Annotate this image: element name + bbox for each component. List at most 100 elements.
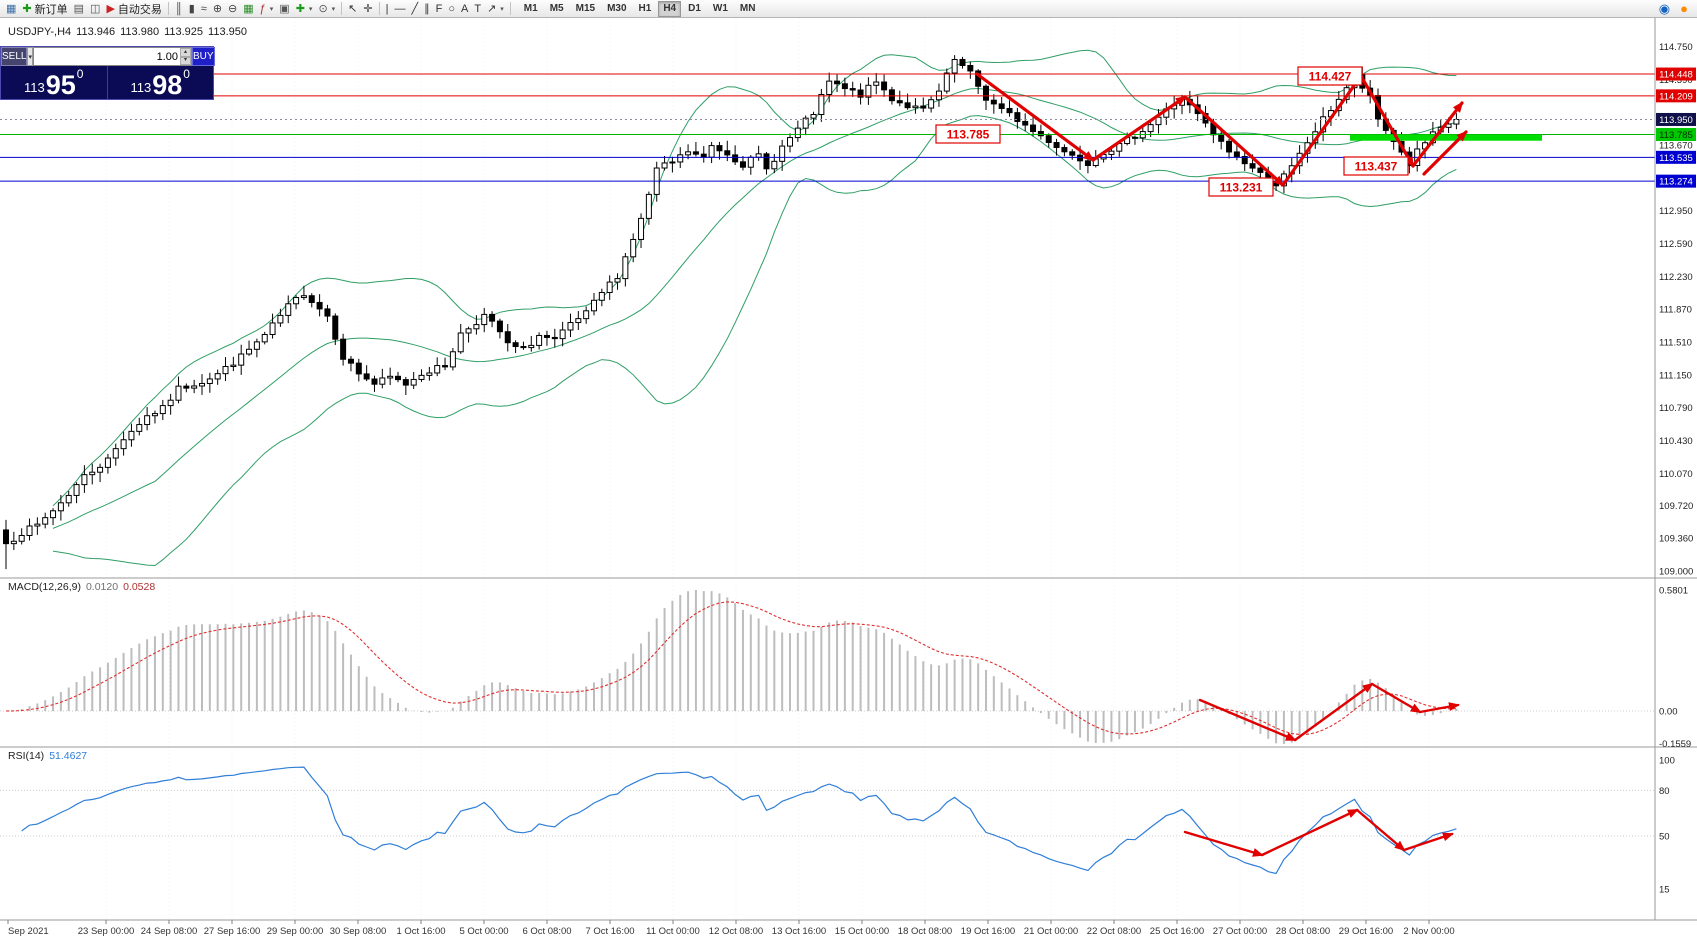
svg-text:15 Oct 00:00: 15 Oct 00:00 (835, 926, 889, 937)
rsi-panel[interactable] (0, 766, 1655, 875)
sell-button[interactable]: SELL (1, 47, 28, 66)
svg-text:114.750: 114.750 (1659, 42, 1693, 53)
svg-text:13 Oct 16:00: 13 Oct 16:00 (772, 926, 826, 937)
svg-text:29 Oct 16:00: 29 Oct 16:00 (1339, 926, 1393, 937)
svg-text:7 Oct 16:00: 7 Oct 16:00 (585, 926, 634, 937)
fibonacci-icon[interactable]: F (435, 2, 443, 15)
shapes-icon[interactable]: ○ (448, 2, 455, 15)
price-axis[interactable]: 0.58010.00-0.1559100805015114.750114.390… (1656, 42, 1696, 896)
svg-text:5 Oct 00:00: 5 Oct 00:00 (459, 926, 508, 937)
ask-int: 113 (130, 80, 152, 95)
svg-text:110.070: 110.070 (1659, 469, 1693, 480)
macd-panel[interactable] (0, 590, 1655, 744)
grid (105, 18, 1430, 920)
autotrading-button[interactable]: ▶ 自动交易 (106, 2, 162, 16)
volume-decrease-button[interactable]: ▾ (179, 56, 191, 65)
time-axis[interactable]: Sep 2021 23 Sep 00:00 24 Sep 08:00 27 Sep 1… (7, 920, 1455, 937)
chart-layouts-icon[interactable]: ▤ (73, 2, 85, 15)
svg-text:111.510: 111.510 (1659, 338, 1692, 349)
timeframe-toolbar: M1 M5 M15 M30 H1 H4 D1 W1 MN (518, 0, 762, 17)
timeframe-m5[interactable]: M5 (549, 2, 564, 14)
period-menu-icon[interactable]: ⊙ ▾ (318, 2, 336, 15)
volume-dropdown[interactable]: ▾ (27, 47, 33, 66)
svg-text:11 Oct 00:00: 11 Oct 00:00 (646, 926, 700, 937)
objects-list-icon[interactable]: ▣ (279, 2, 290, 15)
tile-windows-icon[interactable]: ▦ (243, 2, 254, 15)
horizontal-level-lines[interactable] (0, 73, 1655, 182)
rsi-value: 51.4627 (49, 750, 88, 762)
zoom-out-icon[interactable]: ⊖ (228, 2, 238, 15)
candlestick-series (3, 55, 1460, 570)
svg-text:109.000: 109.000 (1659, 567, 1693, 578)
svg-text:114.209: 114.209 (1659, 91, 1693, 102)
timeframe-w1[interactable]: W1 (712, 2, 728, 14)
terminal-icon[interactable]: ▦ (6, 2, 17, 15)
line-chart-icon[interactable]: ≈ (200, 2, 207, 15)
price-annotations[interactable]: 113.785 114.427 113.231 113.437 (935, 66, 1409, 197)
panel-dividers[interactable] (0, 18, 1697, 921)
text-icon[interactable]: A (460, 2, 469, 15)
indicators-icon[interactable]: ƒ ▾ (259, 2, 274, 15)
notifications-icon[interactable]: ● (1680, 0, 1688, 16)
toolbar-separator (167, 2, 169, 15)
profiles-icon[interactable]: ◫ (90, 2, 101, 15)
channel-icon[interactable]: ∥ (424, 2, 430, 15)
toolbar-separator (509, 2, 511, 15)
svg-text:113.670: 113.670 (1659, 141, 1693, 152)
ask-pips: 98 (152, 70, 183, 101)
timeframe-h1[interactable]: H1 (638, 2, 652, 14)
community-icon[interactable]: ◉ (1658, 0, 1671, 16)
bollinger-bands (52, 49, 1457, 567)
svg-text:111.150: 111.150 (1659, 370, 1692, 381)
arrows-tool-icon[interactable]: ↗ ▾ (487, 2, 504, 15)
trend-arrows[interactable] (975, 72, 1468, 857)
ask-price[interactable]: 113 98 0 (108, 66, 214, 99)
horizontal-line-icon[interactable]: — (394, 2, 406, 15)
trendline-icon[interactable]: ╱ (411, 2, 419, 15)
volume-input[interactable] (33, 48, 180, 65)
svg-text:113.785: 113.785 (1659, 130, 1693, 141)
toolbar: ▦ ✚ 新订单 ▤ ◫ ▶ 自动交易 ║ ▮ ≈ ⊕ ⊖ ▦ ƒ ▾ ▣ ✚ ▾ ⊙ ▾ ↖ ✛ | — ╱ ∥ F ○ A T ↗ ▾ M1 M… (0, 0, 1697, 18)
svg-text:30 Sep 08:00: 30 Sep 08:00 (330, 926, 387, 937)
svg-text:2 Nov 00:00: 2 Nov 00:00 (1403, 926, 1454, 937)
svg-text:110.790: 110.790 (1659, 403, 1693, 414)
bid-price[interactable]: 113 95 0 (1, 66, 107, 99)
timeframe-m30[interactable]: M30 (607, 2, 627, 14)
add-indicator-icon[interactable]: ✚ ▾ (295, 2, 313, 15)
timeframe-m15[interactable]: M15 (575, 2, 596, 14)
svg-text:18 Oct 08:00: 18 Oct 08:00 (898, 926, 952, 937)
candlestick-chart-icon[interactable]: ▮ (188, 2, 195, 15)
svg-text:21 Oct 00:00: 21 Oct 00:00 (1024, 926, 1078, 937)
zoom-in-icon[interactable]: ⊕ (212, 2, 223, 15)
vertical-line-icon[interactable]: | (385, 2, 389, 15)
bar-chart-icon[interactable]: ║ (174, 2, 183, 15)
close-value: 113.950 (208, 26, 247, 38)
svg-text:114.427: 114.427 (1309, 70, 1352, 84)
cursor-icon[interactable]: ↖ (348, 2, 358, 15)
rsi-label: RSI(14) (8, 750, 45, 762)
svg-text:111.870: 111.870 (1659, 305, 1692, 316)
svg-text:112.590: 112.590 (1659, 239, 1693, 250)
crosshair-icon[interactable]: ✛ (363, 2, 373, 15)
svg-text:113.950: 113.950 (1659, 115, 1693, 126)
timeframe-h4[interactable]: H4 (658, 0, 682, 17)
timeframe-d1[interactable]: D1 (688, 2, 701, 14)
svg-text:Sep 2021: Sep 2021 (8, 926, 49, 937)
toolbar-separator (341, 2, 343, 15)
price-divider (106, 66, 108, 99)
macd-value-2: 0.0528 (123, 581, 156, 593)
volume-increase-button[interactable]: ▴ (179, 48, 191, 57)
label-icon[interactable]: T (474, 2, 482, 15)
macd-label: MACD(12,26,9) (8, 581, 81, 593)
buy-button[interactable]: BUY (191, 47, 215, 66)
timeframe-m1[interactable]: M1 (523, 2, 538, 14)
timeframe-mn[interactable]: MN (739, 2, 756, 14)
rsi-indicator-header: RSI(14) 51.4627 (8, 750, 92, 762)
new-order-button[interactable]: ✚ 新订单 (22, 2, 68, 16)
svg-text:12 Oct 08:00: 12 Oct 08:00 (709, 926, 763, 937)
svg-text:1 Oct 16:00: 1 Oct 16:00 (396, 926, 445, 937)
svg-text:0.5801: 0.5801 (1659, 586, 1688, 597)
svg-text:113.274: 113.274 (1659, 177, 1693, 188)
